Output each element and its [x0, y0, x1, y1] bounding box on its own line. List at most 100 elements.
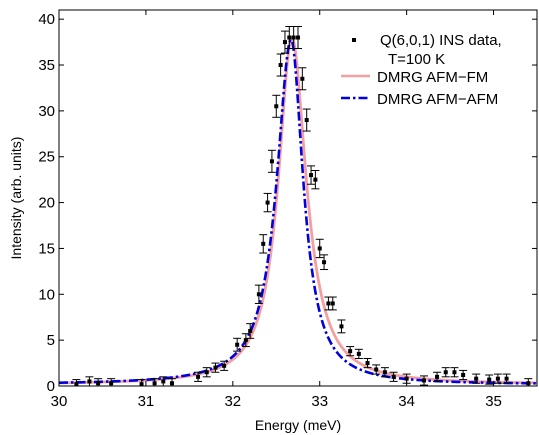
data-point — [459, 369, 468, 381]
data-marker — [356, 351, 361, 356]
data-marker — [152, 381, 157, 386]
y-tick-label: 25 — [38, 149, 55, 166]
data-marker — [435, 374, 440, 379]
data-point — [493, 373, 502, 384]
y-tick-label: 40 — [38, 11, 55, 28]
data-marker — [109, 381, 114, 386]
data-marker — [313, 177, 318, 182]
x-tick-label: 34 — [398, 393, 415, 410]
data-marker — [235, 342, 240, 347]
data-point — [254, 284, 263, 304]
data-point — [220, 360, 229, 371]
legend-label-data-line1: Q(6,0,1) INS data, — [380, 32, 502, 49]
data-point — [420, 375, 429, 386]
x-tick-label: 35 — [485, 393, 502, 410]
data-marker — [87, 379, 92, 384]
x-tick-label: 30 — [51, 393, 68, 410]
axes-box — [58, 9, 538, 387]
data-marker — [278, 63, 283, 68]
data-marker — [322, 260, 327, 265]
data-marker — [365, 361, 370, 366]
data-point — [280, 30, 289, 54]
legend-marker-data — [352, 38, 356, 42]
data-marker — [256, 292, 261, 297]
data-point — [194, 371, 203, 382]
data-marker — [261, 241, 266, 246]
data-marker — [339, 324, 344, 329]
data-marker — [265, 200, 270, 205]
data-marker — [161, 379, 166, 384]
data-marker — [443, 370, 448, 375]
legend: Q(6,0,1) INS data, T=100 K DMRG AFM−FM D… — [341, 32, 502, 108]
data-marker — [243, 338, 248, 343]
data-point — [472, 373, 481, 384]
data-marker — [274, 104, 279, 109]
data-marker — [348, 349, 353, 354]
data-point — [433, 371, 442, 382]
data-marker — [304, 118, 309, 123]
x-tick-label: 31 — [138, 393, 155, 410]
data-marker — [169, 381, 174, 386]
data-point — [294, 26, 302, 50]
data-point — [337, 319, 346, 334]
data-marker — [222, 363, 227, 368]
data-marker — [196, 374, 201, 379]
data-point — [311, 169, 320, 190]
y-tick-label: 0 — [47, 378, 55, 395]
series-line-afm-afm — [58, 38, 537, 385]
x-tick-label: 32 — [224, 393, 241, 410]
data-point — [211, 362, 220, 373]
y-axis-title: Intensity (arb. units) — [8, 137, 24, 260]
data-marker — [300, 76, 305, 81]
data-marker — [404, 376, 409, 381]
data-marker — [474, 376, 479, 381]
data-point — [485, 374, 494, 385]
data-point — [298, 67, 307, 91]
data-marker — [391, 374, 396, 379]
data-marker — [204, 370, 209, 375]
y-tick-label: 30 — [38, 103, 55, 120]
data-marker — [248, 328, 253, 333]
data-marker — [213, 365, 218, 370]
data-point — [502, 373, 511, 384]
y-tick-label: 35 — [38, 57, 55, 74]
y-tick-label: 20 — [38, 195, 55, 212]
data-marker — [452, 370, 457, 375]
data-point — [441, 367, 450, 378]
data-marker — [287, 35, 292, 40]
data-point — [328, 296, 337, 311]
data-point — [241, 333, 250, 348]
data-marker — [269, 159, 274, 164]
data-marker — [495, 376, 500, 381]
data-point — [372, 364, 381, 375]
x-axis-title: Energy (meV) — [255, 417, 341, 433]
data-point — [267, 149, 276, 173]
y-axis-ticks: 0 5 10 15 20 25 30 35 40 — [38, 11, 537, 395]
data-point — [450, 367, 459, 378]
x-tick-label: 33 — [311, 393, 328, 410]
x-axis-ticks: 30 31 32 33 34 35 — [51, 10, 502, 410]
data-point — [276, 53, 285, 77]
data-marker — [374, 367, 379, 372]
data-marker — [291, 35, 296, 40]
data-point — [320, 254, 329, 271]
data-marker — [326, 301, 331, 306]
data-point — [363, 357, 372, 369]
data-point — [346, 346, 355, 357]
model-curves — [58, 36, 538, 385]
y-tick-label: 5 — [47, 332, 55, 349]
y-tick-label: 15 — [38, 240, 55, 257]
data-point — [380, 367, 389, 378]
data-point — [233, 337, 242, 352]
data-marker — [382, 370, 387, 375]
data-marker — [74, 382, 79, 387]
data-point — [315, 238, 324, 259]
data-marker — [296, 35, 300, 40]
data-marker — [330, 301, 335, 306]
data-marker — [461, 372, 466, 377]
data-point — [307, 165, 316, 185]
data-point — [389, 371, 398, 382]
data-point — [354, 348, 363, 359]
legend-label-data-line2: T=100 K — [388, 51, 445, 68]
